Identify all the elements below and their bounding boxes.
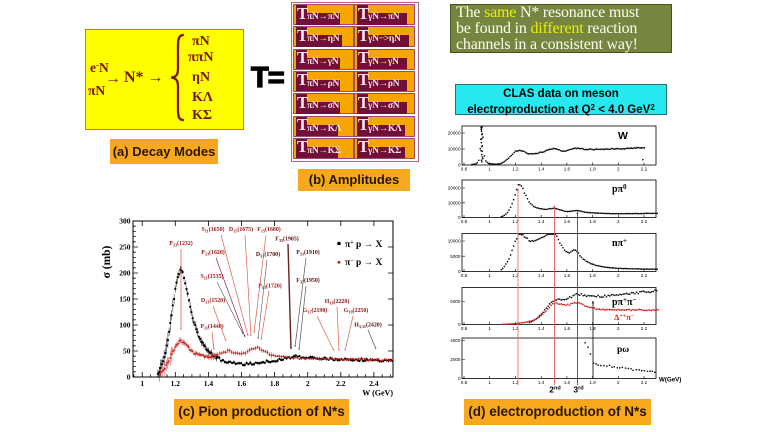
- svg-text:0.8: 0.8: [461, 380, 468, 385]
- svg-text:2.2: 2.2: [641, 326, 648, 331]
- svg-text:D15(1675): D15(1675): [229, 226, 253, 233]
- svg-text:1.6: 1.6: [564, 167, 571, 172]
- svg-text:0.8: 0.8: [461, 167, 468, 172]
- svg-text:1.2: 1.2: [171, 379, 181, 388]
- svg-text:2.2: 2.2: [641, 380, 648, 385]
- svg-text:F15(1680): F15(1680): [257, 226, 281, 233]
- svg-text:P33(1620): P33(1620): [201, 249, 225, 256]
- svg-text:1.6: 1.6: [237, 379, 247, 388]
- svg-text:F35(1905): F35(1905): [275, 236, 299, 243]
- svg-text:1.8: 1.8: [589, 273, 596, 278]
- svg-text:1.6: 1.6: [564, 326, 571, 331]
- svg-text:1.2: 1.2: [512, 167, 519, 172]
- svg-text:1.4: 1.4: [538, 219, 545, 224]
- svg-text:1.8: 1.8: [270, 379, 280, 388]
- svg-text:150: 150: [119, 295, 131, 304]
- svg-text:50: 50: [123, 347, 131, 356]
- svg-text:2: 2: [617, 326, 620, 331]
- svg-text:1.4: 1.4: [204, 379, 214, 388]
- svg-text:1: 1: [488, 219, 491, 224]
- svg-text:1.6: 1.6: [564, 219, 571, 224]
- svg-text:pπ0: pπ0: [612, 183, 627, 195]
- svg-text:2000: 2000: [450, 357, 461, 362]
- svg-text:2.2: 2.2: [641, 273, 648, 278]
- svg-text:π− p → X: π− p → X: [345, 258, 383, 268]
- svg-text:F37(1950): F37(1950): [296, 277, 320, 284]
- svg-text:2.2: 2.2: [641, 167, 648, 172]
- svg-text:20000: 20000: [448, 131, 461, 136]
- svg-text:H3,11(2420): H3,11(2420): [354, 322, 381, 329]
- svg-text:10000: 10000: [448, 239, 461, 244]
- svg-text:200: 200: [119, 269, 131, 278]
- svg-text:0.8: 0.8: [461, 219, 468, 224]
- svg-text:1: 1: [140, 379, 144, 388]
- svg-text:G17(2190): G17(2190): [303, 307, 328, 314]
- svg-text:D13(1520): D13(1520): [201, 297, 225, 304]
- svg-text:0: 0: [458, 215, 461, 220]
- svg-text:10000: 10000: [448, 147, 461, 152]
- svg-text:5000: 5000: [450, 299, 461, 304]
- svg-text:1.6: 1.6: [564, 380, 571, 385]
- svg-text:100: 100: [119, 321, 131, 330]
- svg-text:nπ+: nπ+: [612, 237, 627, 249]
- svg-text:1.4: 1.4: [538, 167, 545, 172]
- svg-text:D33(1700): D33(1700): [256, 251, 280, 258]
- svg-text:Δ++π−: Δ++π−: [614, 312, 635, 322]
- svg-text:2: 2: [617, 219, 620, 224]
- svg-text:1: 1: [488, 167, 491, 172]
- svg-text:300: 300: [119, 217, 131, 226]
- svg-text:S11(1535): S11(1535): [201, 273, 224, 280]
- svg-text:P31(1910): P31(1910): [296, 249, 320, 256]
- svg-text:pπ+π−: pπ+π−: [612, 296, 637, 308]
- svg-text:π+ p → X: π+ p → X: [345, 240, 383, 250]
- svg-text:0: 0: [458, 376, 461, 381]
- svg-text:2.4: 2.4: [369, 379, 379, 388]
- svg-text:1: 1: [488, 326, 491, 331]
- svg-text:2: 2: [617, 167, 620, 172]
- svg-text:1.8: 1.8: [589, 380, 596, 385]
- svg-text:4000: 4000: [450, 338, 461, 343]
- svg-text:1.2: 1.2: [512, 380, 519, 385]
- svg-text:0: 0: [458, 269, 461, 274]
- svg-text:1.2: 1.2: [512, 326, 519, 331]
- svg-text:σ (mb): σ (mb): [101, 245, 113, 278]
- svg-text:20000: 20000: [448, 186, 461, 191]
- svg-text:3rd: 3rd: [573, 385, 583, 395]
- svg-text:2: 2: [617, 273, 620, 278]
- svg-text:pω: pω: [617, 345, 629, 355]
- svg-text:W: W: [618, 130, 628, 142]
- svg-text:S11(1650): S11(1650): [202, 226, 225, 233]
- svg-text:1.2: 1.2: [512, 273, 519, 278]
- svg-text:2: 2: [617, 380, 620, 385]
- svg-text:0.8: 0.8: [461, 326, 468, 331]
- svg-text:1.8: 1.8: [589, 219, 596, 224]
- svg-text:1: 1: [488, 273, 491, 278]
- svg-text:0: 0: [127, 373, 131, 382]
- svg-text:1.6: 1.6: [564, 273, 571, 278]
- svg-text:2.2: 2.2: [336, 379, 346, 388]
- svg-text:1.4: 1.4: [538, 326, 545, 331]
- svg-text:P11(1440): P11(1440): [200, 323, 223, 330]
- svg-text:10000: 10000: [448, 200, 461, 205]
- svg-text:0.8: 0.8: [461, 273, 468, 278]
- svg-text:2.2: 2.2: [641, 219, 648, 224]
- svg-text:P33(1232): P33(1232): [169, 240, 193, 247]
- svg-text:0: 0: [458, 163, 461, 168]
- svg-text:1.2: 1.2: [512, 219, 519, 224]
- svg-text:5000: 5000: [450, 254, 461, 259]
- svg-text:2nd: 2nd: [549, 385, 560, 395]
- svg-text:1.8: 1.8: [589, 167, 596, 172]
- svg-text:G19(2250): G19(2250): [344, 307, 369, 314]
- svg-text:2: 2: [306, 379, 310, 388]
- svg-text:W(GeV): W(GeV): [659, 377, 681, 384]
- svg-text:P13(1720): P13(1720): [258, 283, 282, 290]
- svg-text:W (GeV): W (GeV): [362, 389, 393, 398]
- svg-text:0: 0: [458, 322, 461, 327]
- svg-text:250: 250: [119, 243, 131, 252]
- svg-text:1.4: 1.4: [538, 380, 545, 385]
- svg-text:1: 1: [488, 380, 491, 385]
- svg-text:H19(2220): H19(2220): [325, 298, 350, 305]
- svg-text:1.4: 1.4: [538, 273, 545, 278]
